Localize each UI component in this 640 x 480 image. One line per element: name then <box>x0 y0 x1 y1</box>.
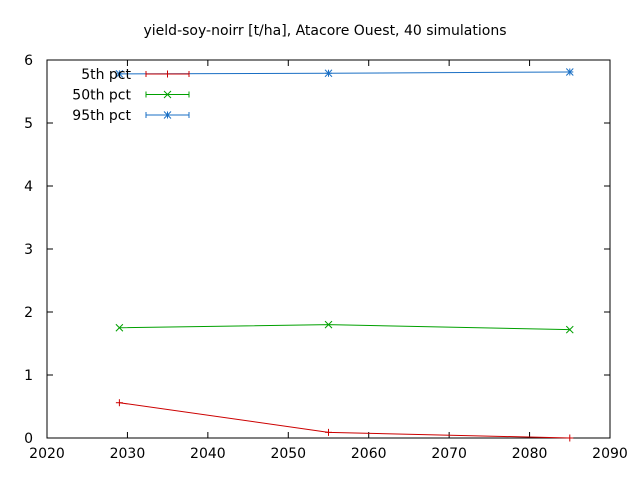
data-point <box>163 90 172 99</box>
data-point <box>115 70 124 78</box>
y-tick-label: 5 <box>24 116 33 132</box>
legend-label: 50th pct <box>72 88 131 104</box>
plot-frame <box>46 59 611 439</box>
y-tick-label: 0 <box>24 431 33 447</box>
series-95th-pct <box>115 68 574 78</box>
legend-label: 95th pct <box>72 108 131 124</box>
x-tick-label: 2050 <box>270 446 306 462</box>
series-line <box>119 402 570 439</box>
x-tick-label: 2080 <box>512 446 548 462</box>
data-point <box>324 320 333 329</box>
series-line <box>119 324 570 331</box>
x-tick-label: 2090 <box>592 446 628 462</box>
series-5th-pct <box>115 399 574 442</box>
y-tick-label: 1 <box>24 368 33 384</box>
legend-label: 5th pct <box>81 67 131 83</box>
series-50th-pct <box>115 320 574 334</box>
data-point <box>324 69 333 78</box>
y-tick-label: 2 <box>24 305 33 321</box>
chart-title: yield-soy-noirr [t/ha], Atacore Ouest, 4… <box>144 23 507 39</box>
x-tick-label: 2020 <box>29 446 65 462</box>
axis-ticks: 2020 2030 2040 2050 2060 2070 2080 2090 0 1 2 3 4 5 6 <box>24 53 628 462</box>
y-tick-label: 6 <box>24 53 33 69</box>
data-point <box>565 325 574 334</box>
legend: 5th pct 50th pct 95th pct <box>72 67 190 124</box>
series-group <box>115 68 574 442</box>
data-point <box>115 399 123 407</box>
data-point <box>325 428 332 436</box>
x-tick-label: 2040 <box>190 446 226 462</box>
x-tick-label: 2070 <box>431 446 467 462</box>
x-tick-label: 2030 <box>110 446 146 462</box>
data-point <box>163 111 172 119</box>
y-tick-label: 3 <box>24 242 33 258</box>
data-point <box>566 434 574 442</box>
x-tick-label: 2060 <box>351 446 387 462</box>
data-point <box>115 323 124 332</box>
data-point <box>565 68 574 76</box>
y-tick-label: 4 <box>24 179 33 195</box>
data-point <box>164 70 171 78</box>
